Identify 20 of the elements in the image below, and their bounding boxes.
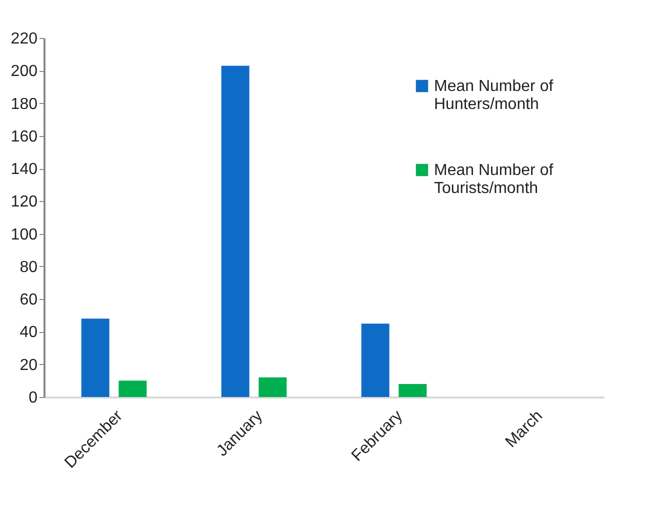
bar	[258, 377, 287, 397]
bar	[398, 384, 427, 397]
y-tick-label: 20	[20, 356, 38, 374]
y-tick-label: 220	[10, 30, 38, 48]
y-tick-label: 80	[20, 258, 38, 276]
y-tick-label: 40	[20, 324, 38, 342]
y-tick-label: 120	[10, 194, 38, 211]
y-tick-label: 200	[10, 63, 38, 80]
bar	[118, 380, 147, 397]
y-tick-label: 140	[10, 161, 38, 178]
y-tick-label: 180	[10, 96, 38, 113]
bar	[81, 318, 110, 397]
bar	[361, 324, 390, 397]
y-tick-label: 60	[20, 292, 38, 309]
y-tick-label: 160	[10, 128, 38, 146]
legend-label: Mean Number of Hunters/month	[434, 78, 554, 113]
bar	[221, 66, 250, 397]
y-tick-label: 100	[10, 226, 38, 244]
y-tick-label: 0	[28, 390, 38, 406]
legend-label: Mean Number of Tourists/month	[434, 162, 554, 197]
